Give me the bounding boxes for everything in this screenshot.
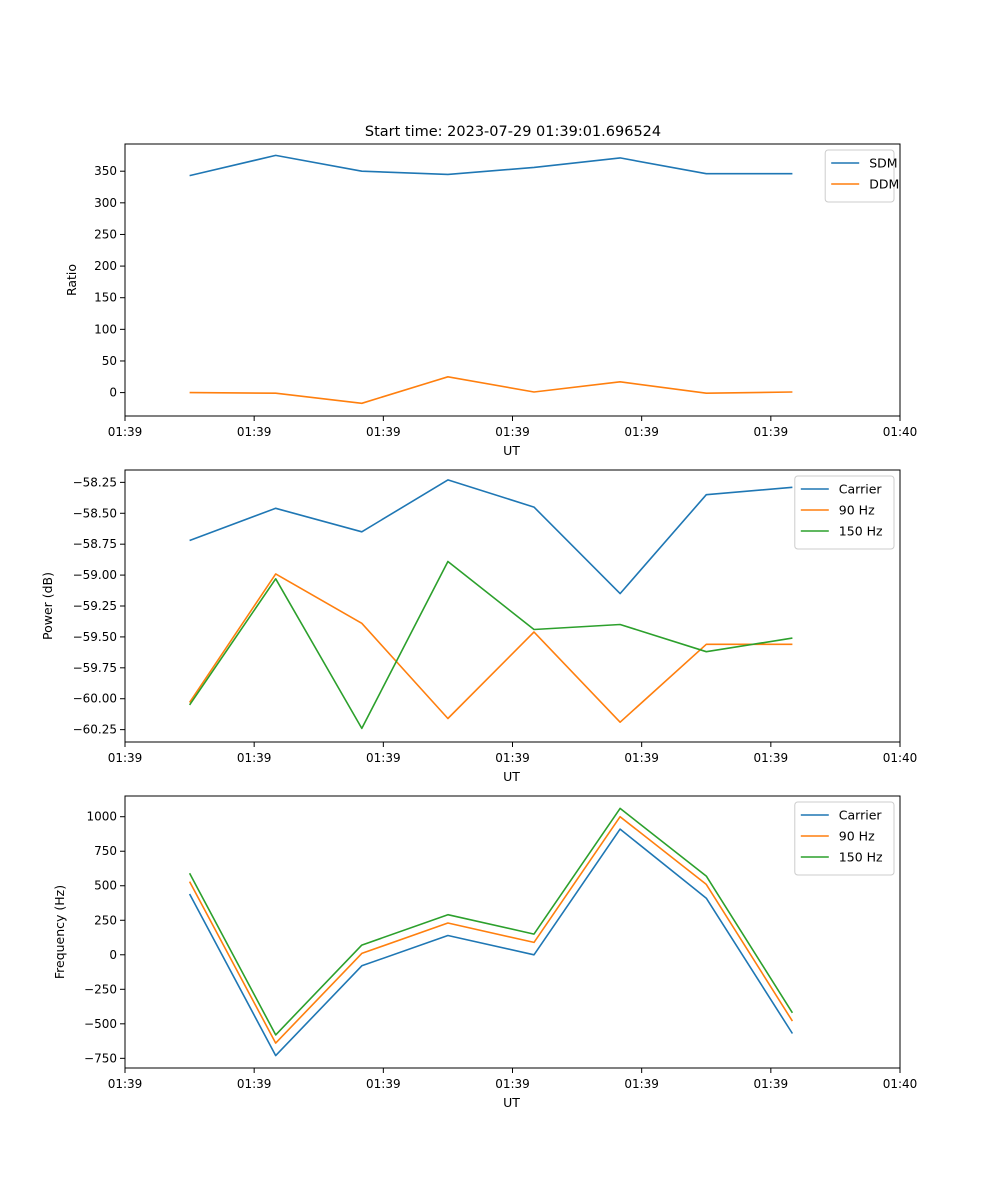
y-tick-label: −60.25 <box>73 723 117 737</box>
figure-title: Start time: 2023-07-29 01:39:01.696524 <box>365 124 661 140</box>
y-tick-label: 0 <box>109 948 117 962</box>
y-tick-label: 50 <box>102 354 117 368</box>
x-tick-label: 01:39 <box>624 425 659 439</box>
y-tick-label: −500 <box>84 1017 117 1031</box>
y-tick-label: −58.50 <box>73 506 117 520</box>
x-tick-label: 01:39 <box>366 1077 401 1091</box>
x-tick-label: 01:39 <box>237 425 272 439</box>
y-tick-label: 250 <box>94 227 117 241</box>
x-tick-label: 01:40 <box>883 751 918 765</box>
x-tick-label: 01:40 <box>883 1077 918 1091</box>
y-tick-label: 0 <box>109 386 117 400</box>
x-axis-label: UT <box>503 769 520 784</box>
x-tick-label: 01:39 <box>237 751 272 765</box>
legend: Carrier 90 Hz 150 Hz <box>794 475 895 550</box>
legend: Carrier 90 Hz 150 Hz <box>794 801 895 876</box>
x-tick-label: 01:39 <box>495 751 530 765</box>
y-tick-label: −60.00 <box>73 692 117 706</box>
series-line-150-hz <box>188 560 793 730</box>
legend-entry: Carrier <box>839 808 883 823</box>
series-line-sdm <box>189 154 793 177</box>
x-tick-label: 01:39 <box>754 425 789 439</box>
y-tick-label: 350 <box>94 164 117 178</box>
series-line-carrier <box>188 828 794 1057</box>
chart-panel-3: 01:39 01:39 01:39 01:39 01:39 01:39 01:40 1000 7… <box>52 795 918 1110</box>
series-line-90-hz <box>188 573 793 724</box>
x-tick-label: 01:39 <box>495 425 530 439</box>
x-tick-label: 01:40 <box>883 425 918 439</box>
x-tick-label: 01:39 <box>624 1077 659 1091</box>
x-tick-label: 01:39 <box>495 1077 530 1091</box>
y-tick-label: 100 <box>94 322 117 336</box>
chart-panel-1: 01:39 01:39 01:39 01:39 01:39 01:39 01:40 0 50 10… <box>64 143 918 458</box>
x-axis-label: UT <box>503 443 520 458</box>
x-tick-label: 01:39 <box>237 1077 272 1091</box>
y-tick-label: 750 <box>94 844 117 858</box>
panels: 01:39 01:39 01:39 01:39 01:39 01:39 01:40 0 50 10… <box>40 143 918 1110</box>
x-tick-label: 01:39 <box>366 751 401 765</box>
legend-entry: 90 Hz <box>839 503 875 518</box>
y-tick-label: −58.75 <box>73 537 117 551</box>
x-tick-label: 01:39 <box>366 425 401 439</box>
y-tick-label: −250 <box>84 982 117 996</box>
y-axis-label: Power (dB) <box>40 572 55 640</box>
x-tick-label: 01:39 <box>108 425 143 439</box>
x-tick-label: 01:39 <box>108 751 143 765</box>
x-tick-label: 01:39 <box>754 751 789 765</box>
y-tick-label: −59.00 <box>73 568 117 582</box>
y-tick-label: 150 <box>94 291 117 305</box>
chart-panel-2: 01:39 01:39 01:39 01:39 01:39 01:39 01:40 −58.2… <box>40 469 918 784</box>
y-tick-label: −59.50 <box>73 630 117 644</box>
series-line-carrier <box>189 479 793 595</box>
series-line-150-hz <box>188 807 794 1036</box>
legend-entry: Carrier <box>839 482 883 497</box>
y-tick-label: −750 <box>84 1051 117 1065</box>
legend-entry: 150 Hz <box>839 850 883 865</box>
y-tick-label: 500 <box>94 879 117 893</box>
y-tick-label: −59.25 <box>73 599 117 613</box>
y-tick-label: −59.75 <box>73 661 117 675</box>
legend-entry: 90 Hz <box>839 829 875 844</box>
x-tick-label: 01:39 <box>754 1077 789 1091</box>
y-tick-label: −58.25 <box>73 475 117 489</box>
legend-entry: 150 Hz <box>839 524 883 539</box>
y-axis-label: Frequency (Hz) <box>52 885 67 979</box>
y-tick-label: 1000 <box>86 810 117 824</box>
y-axis-label: Ratio <box>64 264 79 296</box>
y-tick-label: 300 <box>94 196 117 210</box>
x-tick-label: 01:39 <box>624 751 659 765</box>
legend: SDM DDM <box>824 149 899 203</box>
series-line-ddm <box>189 375 793 405</box>
x-axis-label: UT <box>503 1095 520 1110</box>
legend-entry: SDM <box>869 156 897 171</box>
legend-entry: DDM <box>869 177 899 192</box>
series-line-90-hz <box>188 815 794 1044</box>
y-tick-label: 200 <box>94 259 117 273</box>
y-tick-label: 250 <box>94 913 117 927</box>
x-tick-label: 01:39 <box>108 1077 143 1091</box>
